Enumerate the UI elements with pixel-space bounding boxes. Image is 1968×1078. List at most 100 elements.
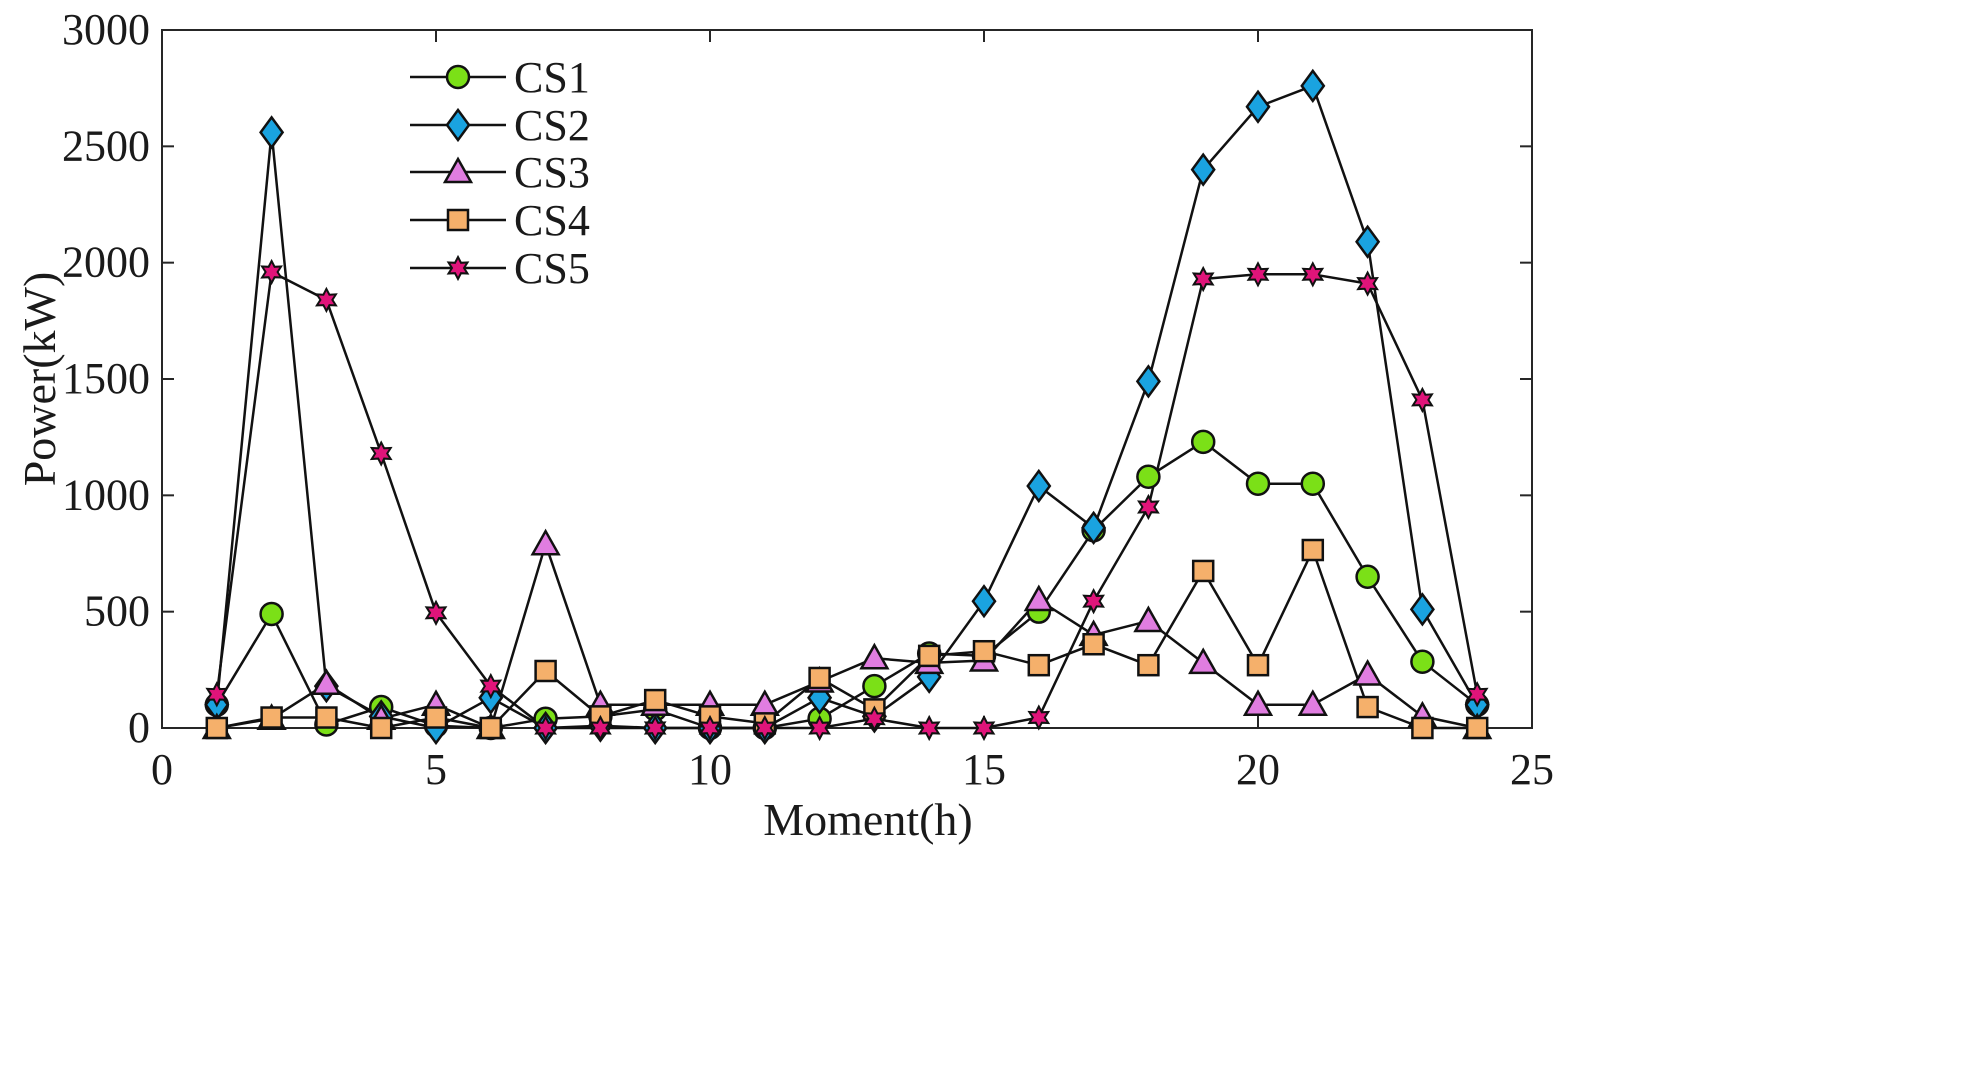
data-point-cs4 [643, 688, 667, 712]
data-point-cs5 [369, 440, 393, 467]
data-point-cs4 [424, 706, 448, 729]
data-point-cs2 [259, 115, 285, 150]
data-point-cs4 [1301, 538, 1325, 562]
legend-marker-cs1 [445, 64, 471, 90]
x-axis-title: Moment(h) [763, 794, 973, 845]
data-point-cs5 [972, 714, 996, 742]
data-point-cs4 [1137, 653, 1160, 677]
data-point-cs2 [1135, 364, 1161, 399]
data-point-cs5 [260, 258, 283, 286]
data-point-cs4 [260, 706, 283, 729]
data-point-cs4 [479, 716, 503, 740]
plot-area [161, 29, 1533, 729]
data-point-cs5 [1082, 588, 1105, 615]
data-point-cs3 [1133, 605, 1164, 633]
data-point-cs2 [971, 584, 997, 619]
legend-label-cs4: CS4 [514, 196, 590, 245]
data-point-cs4 [1356, 695, 1379, 719]
legend-label-cs3: CS3 [514, 148, 590, 197]
data-point-cs1 [1355, 564, 1380, 590]
data-point-cs5 [643, 714, 667, 742]
y-tick-label: 0 [128, 703, 150, 752]
series-markers [201, 68, 1493, 746]
y-tick-label: 1500 [62, 354, 150, 403]
data-point-cs5 [534, 714, 557, 742]
y-tick-label: 2000 [62, 238, 150, 287]
legend-marker-cs4 [446, 208, 470, 232]
data-point-cs4 [534, 659, 557, 683]
data-point-cs5 [1465, 681, 1489, 708]
data-point-cs4 [315, 706, 338, 729]
x-tick-label: 15 [962, 745, 1006, 794]
data-point-cs1 [862, 673, 887, 699]
data-point-cs3 [859, 642, 890, 670]
data-point-cs2 [1300, 68, 1326, 103]
data-point-cs5 [1356, 270, 1379, 297]
data-point-cs3 [530, 528, 561, 556]
data-point-cs3 [1297, 689, 1328, 716]
data-point-cs5 [424, 599, 448, 626]
y-tick-label: 1000 [62, 470, 150, 519]
data-point-cs2 [1190, 152, 1216, 187]
legend-marker-cs2 [445, 107, 471, 143]
y-tick-label: 500 [84, 587, 150, 636]
data-point-cs2 [1245, 89, 1271, 124]
data-point-cs4 [972, 639, 996, 663]
legend-label-cs5: CS5 [514, 244, 590, 293]
x-tick-label: 5 [425, 745, 447, 794]
data-point-cs4 [205, 716, 229, 740]
data-point-cs5 [808, 714, 831, 742]
data-point-cs1 [1410, 649, 1435, 674]
data-point-cs5 [698, 714, 722, 742]
data-point-cs5 [863, 705, 886, 732]
legend-label-cs2: CS2 [514, 101, 590, 150]
data-point-cs1 [1136, 464, 1161, 489]
axis-ticks: 0 5 10 15 20 25 0 500 1000 1500 2000 2500 3000 [62, 5, 1554, 794]
x-tick-label: 20 [1236, 745, 1280, 794]
legend-marker-cs3 [442, 156, 474, 184]
data-point-cs2 [1409, 592, 1435, 627]
data-point-cs5 [1137, 493, 1160, 521]
data-point-cs2 [1026, 468, 1052, 504]
data-point-cs3 [1242, 689, 1274, 716]
data-point-cs4 [1411, 716, 1434, 740]
x-tick-label: 10 [688, 745, 732, 794]
data-point-cs3 [1188, 647, 1219, 675]
data-point-cs5 [205, 681, 229, 708]
legend-marker-cs5 [446, 254, 470, 282]
data-point-cs5 [589, 714, 612, 742]
y-tick-label: 3000 [62, 5, 150, 54]
data-point-cs5 [1191, 265, 1215, 293]
data-point-cs5 [1246, 261, 1270, 288]
data-point-cs3 [1023, 584, 1054, 612]
data-point-cs4 [808, 666, 831, 690]
data-point-cs2 [807, 680, 833, 715]
data-point-cs4 [1027, 653, 1051, 677]
data-point-cs5 [1411, 386, 1434, 414]
data-point-cs4 [1191, 559, 1215, 583]
data-point-cs4 [1465, 716, 1489, 740]
data-point-cs4 [369, 716, 393, 740]
data-point-cs2 [1355, 224, 1381, 259]
data-point-cs5 [479, 672, 503, 700]
data-point-cs1 [259, 601, 284, 627]
data-point-cs5 [1301, 261, 1325, 288]
y-tick-label: 2500 [62, 121, 150, 170]
data-point-cs4 [917, 644, 941, 668]
data-point-cs1 [1300, 471, 1326, 496]
data-point-cs5 [1027, 704, 1051, 731]
data-point-cs5 [315, 286, 338, 314]
legend-label-cs1: CS1 [514, 53, 590, 102]
data-point-cs4 [1246, 653, 1270, 677]
y-axis-title: Power(kW) [14, 272, 65, 487]
data-point-cs3 [311, 668, 342, 696]
data-point-cs2 [1081, 510, 1107, 546]
data-point-cs4 [1082, 632, 1105, 656]
data-point-cs1 [1190, 429, 1216, 455]
x-tick-label: 25 [1510, 745, 1554, 794]
data-point-cs3 [1352, 658, 1383, 686]
data-point-cs5 [917, 714, 941, 742]
x-tick-label: 0 [151, 745, 173, 794]
